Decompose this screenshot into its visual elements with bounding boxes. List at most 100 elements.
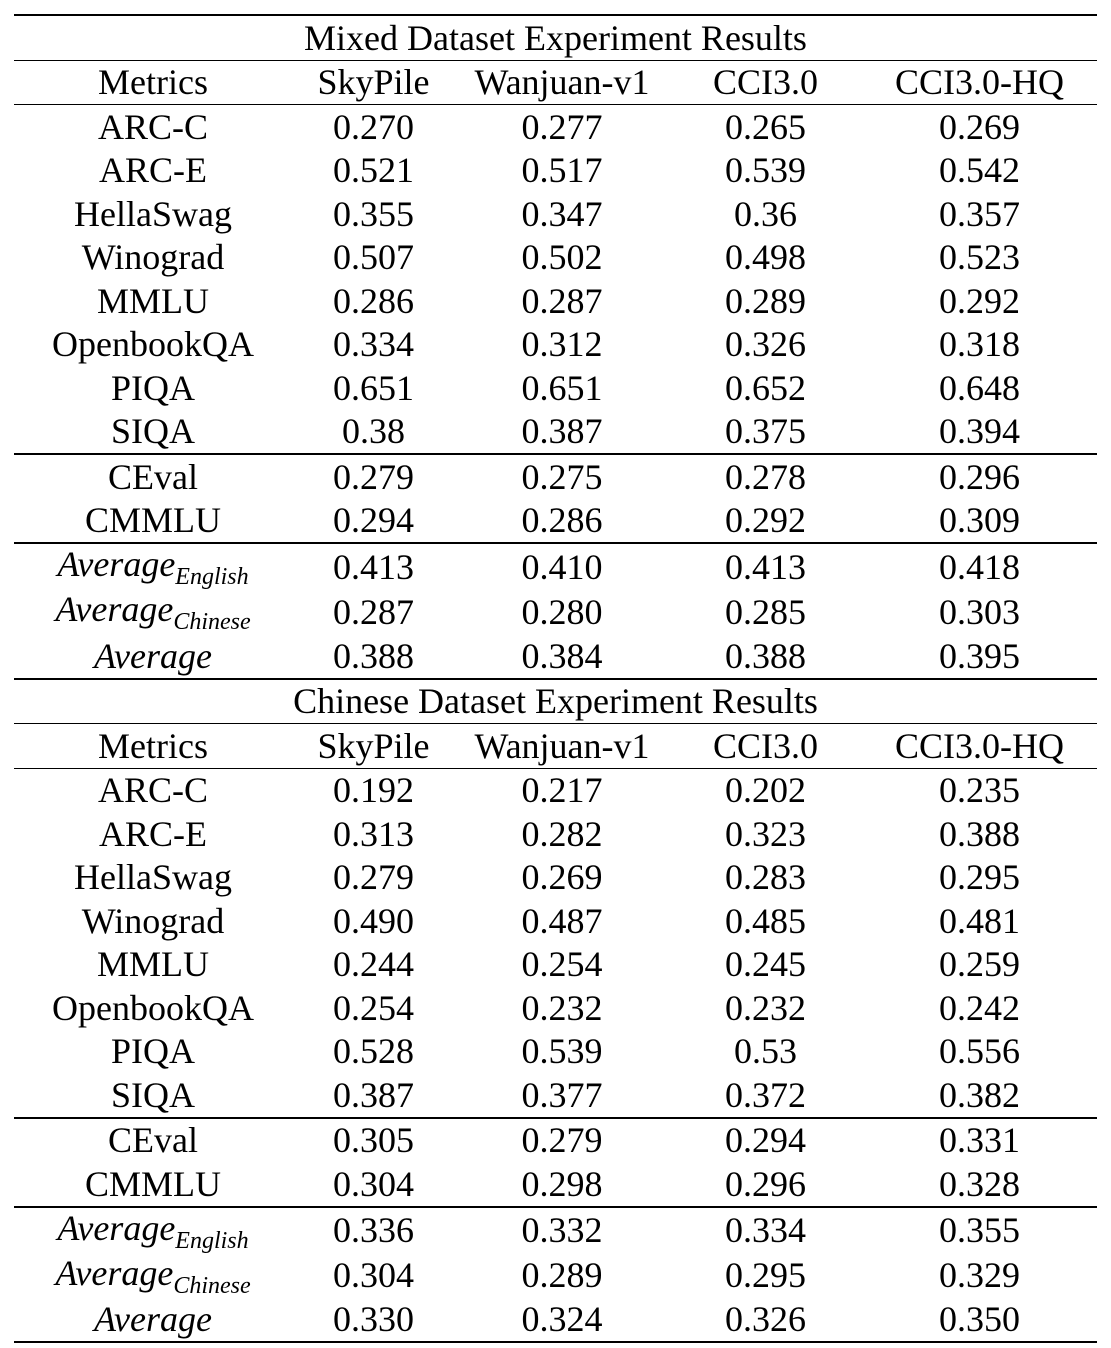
table-row: Winograd 0.490 0.487 0.485 0.481 — [14, 899, 1097, 943]
value-cell: 0.490 — [333, 900, 414, 941]
value-cell: 0.192 — [333, 770, 414, 811]
value-cell: 0.269 — [939, 106, 1020, 147]
metric-label: AverageChinese — [14, 1252, 292, 1299]
table-row: ARC-E 0.521 0.517 0.539 0.542 — [14, 149, 1097, 193]
value-cell: 0.347 — [521, 193, 603, 234]
metric-label: OpenbookQA — [14, 986, 292, 1030]
table-header-row: Metrics SkyPile Wanjuan-v1 CCI3.0 CCI3.0-HQ — [14, 723, 1098, 769]
value-cell: 0.304 — [333, 1163, 414, 1204]
value-cell: 0.542 — [939, 150, 1020, 191]
metric-label: HellaSwag — [14, 192, 292, 236]
value-cell: 0.355 — [333, 193, 414, 234]
value-cell: 0.387 — [333, 1074, 414, 1115]
metric-name: CEval — [108, 1120, 198, 1161]
value-cell: 0.304 — [333, 1255, 414, 1295]
metric-label: SIQA — [14, 410, 292, 455]
value-cell: 0.244 — [333, 944, 414, 985]
metric-label: AverageEnglish — [14, 1205, 292, 1254]
value-cell: 0.53 — [734, 1031, 797, 1072]
metric-label: ARC-E — [14, 812, 292, 856]
table-row: AverageChinese 0.287 0.280 0.285 0.303 — [14, 589, 1097, 635]
table-row: AverageChinese 0.304 0.289 0.295 0.329 — [14, 1252, 1097, 1299]
value-cell: 0.289 — [521, 1255, 603, 1295]
value-cell: 0.652 — [725, 367, 806, 408]
table-row: OpenbookQA 0.334 0.312 0.326 0.318 — [14, 323, 1097, 367]
value-cell: 0.279 — [455, 1116, 669, 1162]
value-cell: 0.287 — [521, 280, 603, 321]
metric-name: HellaSwag — [74, 193, 232, 234]
value-cell: 0.418 — [862, 542, 1098, 589]
metric-name: ARC-E — [99, 150, 207, 191]
value-cell: 0.350 — [862, 1297, 1098, 1343]
metric-label: ARC-C — [14, 105, 292, 149]
column-header: Wanjuan-v1 — [455, 723, 669, 769]
table-row: AverageEnglish 0.336 0.332 0.334 0.355 — [14, 1205, 1098, 1254]
value-cell: 0.294 — [333, 500, 414, 541]
value-cell: 0.38 — [342, 411, 405, 452]
value-cell: 0.651 — [521, 367, 603, 408]
metric-label: MMLU — [14, 279, 292, 323]
value-cell: 0.280 — [521, 591, 603, 632]
value-cell: 0.292 — [725, 500, 806, 541]
value-cell: 0.387 — [521, 411, 603, 452]
metric-label: PIQA — [14, 1030, 292, 1074]
value-cell: 0.498 — [725, 237, 806, 278]
value-cell: 0.286 — [521, 500, 603, 541]
metric-label: Average — [14, 634, 292, 680]
metric-name: PIQA — [110, 1031, 195, 1072]
value-cell: 0.336 — [292, 1205, 455, 1253]
metric-label: SIQA — [14, 1073, 292, 1118]
value-cell: 0.330 — [292, 1297, 455, 1343]
table-row: CEval 0.305 0.279 0.294 0.331 — [14, 1116, 1098, 1162]
metric-name: Average — [55, 1252, 174, 1293]
table-row: AverageEnglish 0.413 0.410 0.413 0.418 — [14, 542, 1098, 590]
table-row: ARC-C 0.192 0.217 0.202 0.235 — [14, 768, 1097, 812]
metric-name: Average — [57, 544, 176, 584]
metric-label: CEval — [14, 1116, 292, 1162]
value-cell: 0.388 — [669, 634, 862, 680]
value-cell: 0.334 — [333, 324, 414, 365]
value-cell: 0.329 — [939, 1255, 1020, 1295]
metric-label: PIQA — [14, 366, 292, 410]
value-cell: 0.217 — [521, 770, 603, 811]
value-cell: 0.539 — [521, 1031, 603, 1072]
column-header: SkyPile — [292, 60, 455, 105]
value-cell: 0.287 — [333, 591, 414, 632]
metric-name: OpenbookQA — [52, 987, 254, 1028]
metric-label: Winograd — [14, 236, 292, 280]
metric-label: ARC-C — [14, 768, 292, 812]
table-row: Winograd 0.507 0.502 0.498 0.523 — [14, 236, 1097, 280]
value-cell: 0.556 — [939, 1031, 1020, 1072]
value-cell: 0.36 — [734, 193, 797, 234]
value-cell: 0.295 — [939, 857, 1020, 898]
value-cell: 0.294 — [669, 1116, 862, 1162]
table-row: HellaSwag 0.279 0.269 0.283 0.295 — [14, 856, 1097, 900]
table-row: HellaSwag 0.355 0.347 0.36 0.357 — [14, 192, 1097, 236]
metric-subscript: English — [175, 564, 249, 590]
value-cell: 0.277 — [521, 106, 603, 147]
metric-name: PIQA — [110, 367, 195, 408]
column-header: CCI3.0-HQ — [862, 723, 1098, 769]
metric-name: CMMLU — [84, 1163, 222, 1204]
metric-label: CMMLU — [14, 499, 292, 544]
table-row: PIQA 0.651 0.651 0.652 0.648 — [14, 366, 1097, 410]
results-table: Mixed Dataset Experiment Results Metrics S… — [14, 14, 1098, 1343]
column-header: Metrics — [14, 60, 292, 105]
value-cell: 0.507 — [333, 237, 414, 278]
value-cell: 0.298 — [521, 1163, 603, 1204]
value-cell: 0.485 — [725, 900, 806, 941]
metric-label: AverageEnglish — [14, 542, 292, 590]
value-cell: 0.282 — [521, 813, 603, 854]
metric-name: SIQA — [110, 411, 195, 452]
value-cell: 0.517 — [521, 150, 603, 191]
metric-name: MMLU — [96, 944, 209, 985]
value-cell: 0.323 — [725, 813, 806, 854]
column-header: CCI3.0-HQ — [862, 60, 1098, 105]
value-cell: 0.313 — [333, 813, 414, 854]
table-row: CEval 0.279 0.275 0.278 0.296 — [14, 453, 1098, 499]
table-header-row: Metrics SkyPile Wanjuan-v1 CCI3.0 CCI3.0-HQ — [14, 60, 1098, 105]
table-title-row: Chinese Dataset Experiment Results — [14, 677, 1098, 724]
value-cell: 0.202 — [725, 770, 806, 811]
metric-label: HellaSwag — [14, 856, 292, 900]
metric-subscript: Chinese — [173, 609, 251, 635]
